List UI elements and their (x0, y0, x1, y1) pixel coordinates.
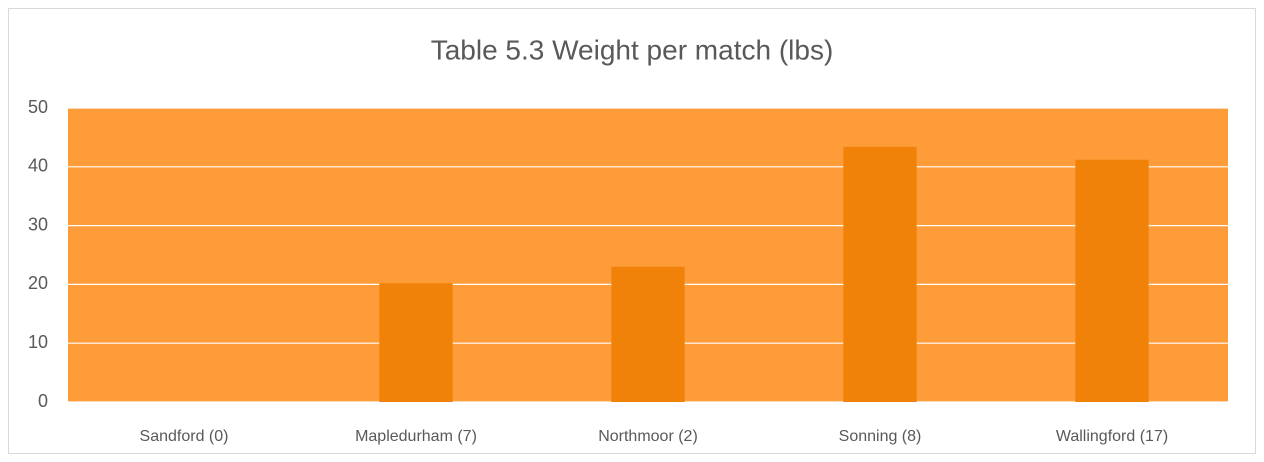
x-tick-label: Wallingford (17) (1056, 428, 1168, 445)
bar (611, 266, 685, 402)
y-tick-label: 40 (28, 156, 48, 176)
x-tick-label: Northmoor (2) (598, 428, 698, 445)
bar (843, 146, 917, 402)
x-tick-label: Sonning (8) (839, 428, 922, 445)
x-tick-label: Sandford (0) (140, 428, 229, 445)
bar (1075, 159, 1149, 402)
y-tick-label: 50 (28, 97, 48, 117)
y-tick-label: 10 (28, 332, 48, 352)
y-tick-label: 30 (28, 214, 48, 234)
y-tick-label: 0 (38, 391, 48, 411)
bar (379, 283, 453, 402)
y-tick-label: 20 (28, 273, 48, 293)
x-tick-label: Mapledurham (7) (355, 428, 477, 445)
chart-title: Table 5.3 Weight per match (lbs) (431, 34, 834, 65)
